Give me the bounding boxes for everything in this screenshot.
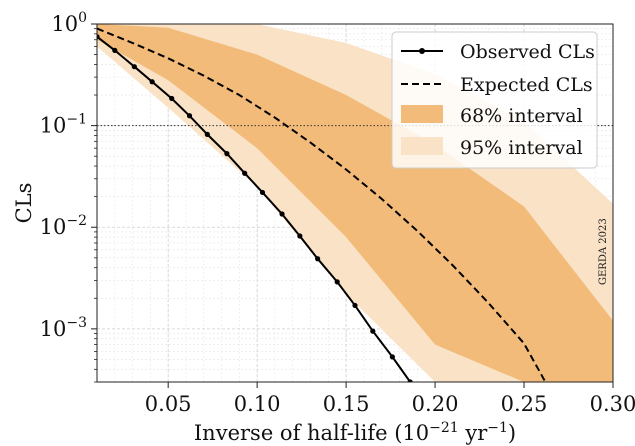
observed-cls-point <box>389 354 395 360</box>
observed-cls-point <box>297 233 303 239</box>
observed-cls-point <box>97 34 100 40</box>
observed-cls-line <box>97 35 412 382</box>
observed-cls-point <box>169 95 175 102</box>
legend-95-swatch <box>401 137 443 155</box>
legend-68-swatch <box>401 105 443 123</box>
legend-observed-marker <box>419 48 425 54</box>
x-tick-label: 0.10 <box>234 392 281 416</box>
legend-95-label: 95% interval <box>460 137 583 159</box>
y-tick-label: 100 <box>51 10 87 36</box>
expected-cls-line <box>97 27 547 382</box>
axis-ticks: 100 10−1 10−2 10−3 0.05 0.10 0.15 0.20 0.25 0.30 <box>40 10 635 416</box>
legend-box <box>391 31 598 169</box>
observed-cls-point <box>407 379 413 382</box>
observed-cls-point <box>315 256 321 262</box>
y-axis-label: CLs <box>12 183 36 224</box>
x-tick-label: 0.25 <box>501 392 548 416</box>
observed-cls-point <box>112 47 118 53</box>
observed-cls-point <box>242 170 248 176</box>
legend-observed-label: Observed CLs <box>460 41 595 63</box>
x-tick-label: 0.05 <box>145 392 192 416</box>
cls-curves <box>97 27 613 382</box>
observed-cls-point <box>224 151 230 157</box>
x-tick-label: 0.15 <box>323 392 370 416</box>
observed-cls-point <box>279 211 285 217</box>
y-tick-label: 10−1 <box>40 112 87 138</box>
observed-cls-point <box>352 302 358 309</box>
legend: Observed CLs Expected CLs 68% interval 9… <box>391 31 598 169</box>
legend-68-label: 68% interval <box>460 105 583 127</box>
y-tick-label: 10−2 <box>40 213 87 239</box>
observed-cls-point <box>131 64 137 70</box>
x-axis-label: Inverse of half-life (10−21 yr−1) <box>194 420 516 445</box>
plot-frame <box>96 23 614 383</box>
x-tick-label: 0.30 <box>590 392 635 416</box>
observed-cls-point <box>204 131 210 137</box>
observed-cls-point <box>149 79 155 85</box>
observed-cls-point <box>334 279 340 285</box>
observed-cls-point <box>370 328 376 334</box>
observed-cls-point <box>259 189 266 196</box>
x-tick-label: 0.20 <box>412 392 459 416</box>
legend-expected-label: Expected CLs <box>460 74 593 96</box>
credit-label: GERDA 2023 <box>598 218 609 285</box>
band-68-interval <box>97 24 613 382</box>
observed-cls-point <box>186 113 193 119</box>
y-tick-label: 10−3 <box>40 315 87 341</box>
